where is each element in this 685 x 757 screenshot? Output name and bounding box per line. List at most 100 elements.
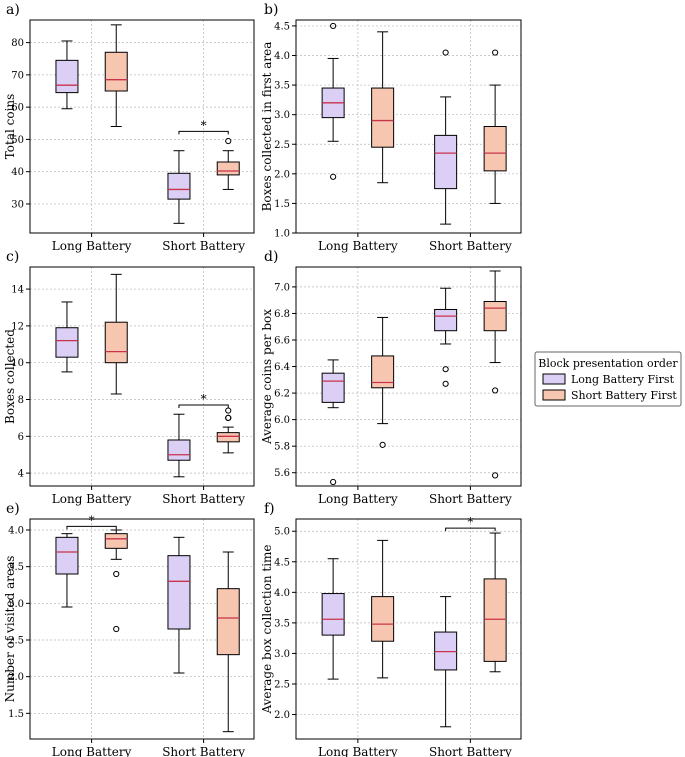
significance-star: * bbox=[201, 118, 207, 132]
panel-label: f) bbox=[264, 501, 275, 517]
significance-star: * bbox=[89, 513, 95, 527]
axes-frame bbox=[295, 518, 522, 740]
x-category-label: Long Battery bbox=[318, 239, 398, 253]
y-tick-label: 2.0 bbox=[8, 672, 24, 683]
y-tick-label: 8 bbox=[18, 395, 24, 406]
box-short-battery-first-long-battery bbox=[104, 273, 128, 395]
box-iqr bbox=[321, 593, 345, 636]
box-iqr bbox=[483, 301, 507, 332]
box-long-battery-first-long-battery bbox=[55, 533, 79, 608]
legend-label-long-battery-first: Long Battery First bbox=[571, 373, 675, 386]
box-long-battery-first-long-battery bbox=[321, 359, 345, 486]
box-long-battery-first-short-battery bbox=[167, 536, 191, 674]
chart-panel-d: 5.6 5.8 6.0 6.2 6.4 6.6 6.8 7.0 Long Battery Shor… bbox=[260, 249, 522, 506]
y-tick-label: 3.5 bbox=[8, 562, 24, 573]
outlier-point bbox=[113, 570, 120, 578]
legend-label-short-battery-first: Short Battery First bbox=[571, 389, 677, 402]
outlier-point bbox=[225, 407, 232, 414]
outlier-point bbox=[330, 173, 337, 180]
box-iqr bbox=[55, 327, 79, 358]
chart-panel-e: * 1.5 2.0 2.5 3.0 3.5 4.0 Long Battery Short Bat… bbox=[3, 501, 255, 757]
box-short-battery-first-short-battery bbox=[216, 137, 240, 190]
outlier-point bbox=[442, 49, 449, 56]
box-long-battery-first-long-battery bbox=[321, 558, 345, 680]
y-tick-label: 1.5 bbox=[274, 199, 290, 210]
box-iqr bbox=[434, 308, 458, 332]
y-axis-label: Total coins bbox=[3, 94, 17, 160]
y-tick-label: 10 bbox=[11, 358, 24, 369]
outlier-point bbox=[492, 472, 499, 479]
chart-panel-b: 1.0 1.5 2.0 2.5 3.0 3.5 4.0 4.5 Long Battery Shor… bbox=[260, 2, 522, 253]
box-iqr bbox=[167, 555, 191, 630]
outlier-point bbox=[225, 414, 232, 422]
y-axis-label: Average box collection time bbox=[260, 544, 274, 714]
box-iqr bbox=[371, 87, 395, 148]
y-tick-label: 4.0 bbox=[8, 526, 24, 537]
box-iqr bbox=[483, 126, 507, 172]
y-tick-label: 3.5 bbox=[274, 618, 290, 629]
legend-title: Block presentation order bbox=[538, 357, 678, 370]
box-iqr bbox=[104, 533, 128, 549]
box-short-battery-first-short-battery bbox=[216, 407, 240, 454]
box-long-battery-first-short-battery bbox=[434, 287, 458, 387]
chart-panel-c: * 4 6 8 10 12 14 Long Battery Short Battery Boxes… bbox=[3, 249, 255, 506]
y-tick-label: 2.5 bbox=[274, 140, 290, 151]
y-tick-label: 40 bbox=[11, 167, 24, 178]
significance-bracket bbox=[445, 527, 496, 532]
box-long-battery-first-short-battery bbox=[167, 150, 191, 224]
legend-swatch-short-battery-first bbox=[542, 389, 566, 401]
y-tick-label: 80 bbox=[11, 38, 24, 49]
axes-frame bbox=[29, 19, 255, 234]
outlier-point bbox=[330, 478, 337, 486]
y-axis-label: Boxes collected bbox=[3, 329, 17, 424]
significance-star: * bbox=[467, 515, 473, 529]
axes-frame bbox=[295, 266, 522, 487]
x-category-label: Short Battery bbox=[162, 492, 245, 506]
y-tick-label: 4.5 bbox=[274, 557, 290, 568]
box-iqr bbox=[104, 51, 128, 92]
box-short-battery-first-long-battery bbox=[371, 539, 395, 679]
x-category-label: Long Battery bbox=[52, 492, 132, 506]
x-category-label: Short Battery bbox=[162, 745, 245, 757]
box-long-battery-first-short-battery bbox=[167, 413, 191, 478]
legend-frame bbox=[534, 351, 682, 407]
box-short-battery-first-short-battery bbox=[483, 270, 507, 479]
significance-bracket bbox=[66, 525, 117, 530]
x-category-label: Short Battery bbox=[429, 239, 512, 253]
y-axis-label: Number of visited areas bbox=[3, 556, 17, 703]
y-tick-label: 6.2 bbox=[274, 389, 290, 400]
y-tick-label: 60 bbox=[11, 103, 24, 114]
x-category-label: Short Battery bbox=[429, 745, 512, 757]
box-iqr bbox=[434, 134, 458, 190]
box-iqr bbox=[321, 372, 345, 403]
x-category-label: Short Battery bbox=[162, 239, 245, 253]
y-tick-label: 2.0 bbox=[274, 710, 290, 721]
significance-bracket bbox=[178, 130, 229, 135]
y-tick-label: 4 bbox=[18, 469, 24, 480]
y-tick-label: 4.5 bbox=[274, 21, 290, 32]
y-tick-label: 1.0 bbox=[274, 229, 290, 240]
box-short-battery-first-short-battery bbox=[216, 551, 240, 733]
significance-star: * bbox=[201, 392, 207, 406]
box-short-battery-first-short-battery bbox=[483, 532, 507, 673]
box-iqr bbox=[371, 596, 395, 642]
x-category-label: Long Battery bbox=[52, 745, 132, 757]
outlier-point bbox=[442, 366, 449, 373]
outlier-point bbox=[379, 441, 386, 448]
y-tick-label: 12 bbox=[11, 321, 24, 332]
y-tick-label: 2.5 bbox=[8, 636, 24, 647]
box-iqr bbox=[167, 172, 191, 200]
legend-swatch-long-battery-first bbox=[542, 373, 566, 385]
axes-frame bbox=[29, 266, 255, 487]
chart-panel-a: * 30 40 50 60 70 80 Long Battery Short Battery To… bbox=[3, 2, 255, 253]
panel-label: b) bbox=[264, 2, 278, 18]
y-tick-label: 6 bbox=[18, 432, 24, 443]
x-category-label: Long Battery bbox=[52, 239, 132, 253]
box-long-battery-first-long-battery bbox=[55, 40, 79, 110]
panel-label: a) bbox=[6, 2, 20, 18]
y-tick-label: 70 bbox=[11, 70, 24, 81]
y-tick-label: 5.0 bbox=[274, 527, 290, 538]
y-tick-label: 6.4 bbox=[274, 362, 290, 373]
y-tick-label: 3.0 bbox=[274, 649, 290, 660]
